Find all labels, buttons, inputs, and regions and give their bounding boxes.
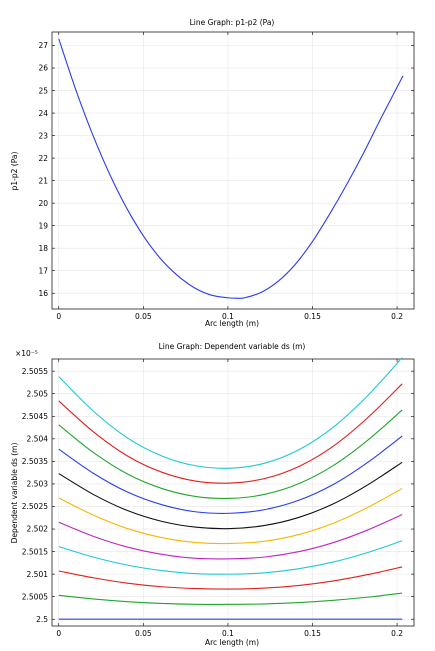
plot-frame — [51, 358, 415, 627]
plot-frame — [51, 31, 415, 310]
x-axis-label: Arc length (m) — [205, 319, 259, 328]
y-tick-label: 20 — [38, 199, 48, 208]
y-tick-label: 2.5015 — [22, 547, 48, 556]
y-tick-label: 2.502 — [27, 525, 49, 534]
y-tick-label: 2.504 — [27, 435, 49, 444]
y-tick-label: 2.5045 — [22, 412, 48, 421]
y-tick-label: 21 — [38, 176, 48, 185]
y-tick-label: 19 — [38, 221, 48, 230]
x-tick-label: 0.2 — [391, 312, 403, 321]
series-layer — [58, 38, 404, 299]
y-tick-label: 24 — [38, 109, 48, 118]
series-line-5 — [58, 514, 403, 560]
x-tick-label: 0.15 — [304, 312, 321, 321]
series-line-7 — [58, 461, 403, 530]
y-tick-label: 18 — [38, 244, 48, 253]
x-tick-label: 0.05 — [135, 312, 152, 321]
grid — [52, 359, 414, 626]
y-axis-label: p1-p2 (Pa) — [10, 152, 19, 191]
series-line-10 — [58, 383, 403, 484]
series-line-6 — [58, 487, 403, 545]
y-tick-label: 2.5005 — [22, 592, 48, 601]
x-tick-label: 0 — [56, 629, 61, 638]
grid — [52, 32, 414, 309]
chart-title: Line Graph: Dependent variable ds (m) — [159, 342, 306, 351]
x-axis-label: Arc length (m) — [205, 638, 259, 647]
series-line-2 — [58, 592, 403, 605]
y-tick-label: 22 — [38, 154, 48, 163]
tick-layer: 0 0.05 0.1 0.15 0.2 2.5 2.5005 2.501 2.5015 2.502… — [22, 359, 414, 638]
x-tick-label: 0.2 — [391, 629, 403, 638]
y-tick-label: 2.5035 — [22, 457, 48, 466]
x-tick-label: 0.15 — [304, 629, 321, 638]
y-axis-exponent: ×10⁻⁵ — [15, 349, 38, 358]
chart-dependent-variable-ds: Line Graph: Dependent variable ds (m) ×1… — [10, 342, 415, 647]
tick-layer: 0 0.05 0.1 0.15 0.2 16 17 18 19 20 21 22 23 24 25 26 27 — [38, 32, 414, 321]
y-tick-label: 2.5025 — [22, 502, 48, 511]
y-tick-label: 2.503 — [27, 480, 49, 489]
y-tick-label: 2.5 — [36, 615, 48, 624]
y-tick-label: 2.5055 — [22, 367, 48, 376]
series-layer — [58, 357, 403, 620]
x-tick-label: 0.05 — [135, 629, 152, 638]
y-tick-label: 25 — [38, 86, 48, 95]
x-tick-label: 0.1 — [222, 312, 234, 321]
chart-title: Line Graph: p1-p2 (Pa) — [190, 18, 275, 27]
series-line-4 — [58, 540, 403, 575]
x-tick-label: 0 — [56, 312, 61, 321]
series-line-8 — [58, 435, 403, 514]
y-axis-label: Dependent variable ds (m) — [10, 443, 19, 544]
y-tick-label: 23 — [38, 131, 48, 140]
y-tick-label: 2.501 — [27, 570, 49, 579]
chart-pressure-difference: Line Graph: p1-p2 (Pa) 0 0.05 0.1 0.15 0.2 16… — [10, 18, 415, 328]
y-tick-label: 17 — [38, 266, 48, 275]
y-tick-label: 16 — [38, 289, 48, 298]
y-tick-label: 27 — [38, 41, 48, 50]
y-tick-label: 2.505 — [27, 389, 49, 398]
series-line-9 — [58, 409, 403, 500]
series-line-1 — [58, 38, 404, 299]
series-line-11 — [58, 357, 403, 469]
series-line-3 — [58, 566, 403, 590]
y-tick-label: 26 — [38, 64, 48, 73]
x-tick-label: 0.1 — [222, 629, 234, 638]
